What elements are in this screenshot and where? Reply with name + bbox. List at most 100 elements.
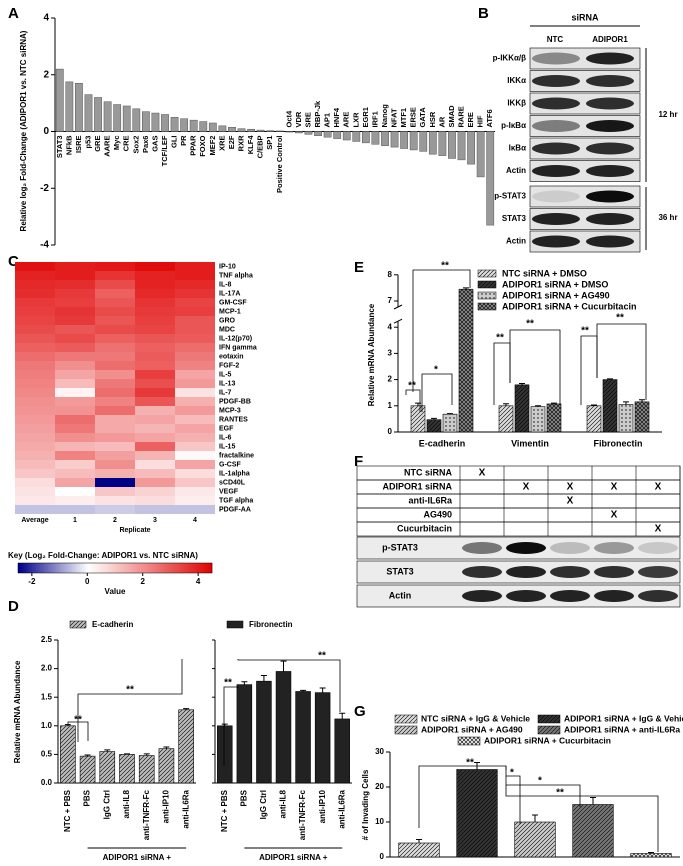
key-frame bbox=[17, 562, 213, 574]
heat-cell bbox=[55, 325, 95, 334]
axis-break bbox=[393, 304, 403, 324]
label: Actin bbox=[389, 590, 412, 600]
error-bar bbox=[221, 723, 228, 726]
label: ADIPOR1 siRNA + IgG & Vehicle bbox=[564, 713, 683, 723]
label: RXR bbox=[237, 135, 246, 151]
heat-cell bbox=[15, 316, 55, 325]
blot-band bbox=[586, 120, 634, 132]
bar bbox=[113, 104, 122, 132]
label: AARE bbox=[103, 136, 112, 157]
bar bbox=[634, 401, 650, 433]
key-swatch bbox=[60, 563, 63, 573]
label: IL-13 bbox=[219, 380, 235, 387]
blot-band bbox=[550, 542, 590, 554]
heat-cell bbox=[95, 397, 135, 406]
heat-cell bbox=[175, 433, 215, 442]
key-swatch bbox=[104, 563, 107, 573]
label: IKKβ bbox=[507, 99, 526, 108]
label: ADIPOR1 siRNA + DMSO bbox=[502, 279, 608, 289]
heat-cell bbox=[175, 505, 215, 514]
label: IL-6 bbox=[219, 434, 232, 441]
legend-swatch bbox=[477, 302, 497, 311]
label: Nanog bbox=[380, 104, 389, 128]
key-swatch bbox=[138, 563, 141, 573]
heat-cell bbox=[55, 451, 95, 460]
legend-swatch bbox=[226, 620, 244, 629]
label: -4 bbox=[40, 240, 49, 251]
bar bbox=[189, 119, 198, 132]
bar bbox=[333, 131, 342, 139]
heat-cell bbox=[95, 451, 135, 460]
key-swatch bbox=[164, 563, 167, 573]
blot-band bbox=[462, 566, 502, 578]
label: GATA bbox=[418, 107, 427, 128]
label: 30 bbox=[375, 747, 384, 756]
blot-band bbox=[532, 213, 580, 225]
bar bbox=[314, 692, 331, 784]
key-swatch bbox=[84, 563, 87, 573]
key-swatch bbox=[130, 563, 133, 573]
bar bbox=[514, 821, 556, 858]
key-swatch bbox=[126, 563, 129, 573]
label: IgG Ctrl bbox=[102, 790, 111, 819]
label: ** bbox=[496, 333, 504, 344]
label: EGF bbox=[219, 425, 234, 432]
bar bbox=[486, 131, 495, 226]
legend-swatch bbox=[477, 291, 497, 300]
label: Average bbox=[21, 517, 48, 524]
label: IKKα bbox=[507, 76, 526, 85]
label: ADIPOR1 siRNA + AG490 bbox=[502, 290, 610, 300]
label: anti-IL6Ra bbox=[337, 789, 346, 828]
heat-cell bbox=[55, 505, 95, 514]
label: p-STAT3 bbox=[382, 542, 418, 552]
heat-cell bbox=[15, 370, 55, 379]
error-bar bbox=[519, 383, 525, 385]
label: NTC + PBS bbox=[220, 789, 229, 832]
blot-band bbox=[586, 142, 634, 155]
label: AP1 bbox=[323, 113, 332, 128]
label: 2.0 bbox=[41, 664, 53, 673]
key-swatch bbox=[72, 563, 75, 573]
blot-band bbox=[532, 120, 580, 132]
legend-swatch bbox=[477, 269, 497, 278]
key-swatch bbox=[56, 563, 59, 573]
label: RANTES bbox=[219, 416, 248, 423]
label: 8 bbox=[388, 270, 393, 279]
label: 1.0 bbox=[41, 721, 53, 730]
label: VDR bbox=[294, 111, 303, 127]
bar bbox=[457, 131, 466, 161]
label: Relative log₂ Fold-Change (ADIPOR1 vs. N… bbox=[19, 30, 28, 231]
heat-cell bbox=[175, 289, 215, 298]
heat-cell bbox=[175, 280, 215, 289]
key-swatch bbox=[158, 563, 161, 573]
key-swatch bbox=[192, 563, 195, 573]
label: anti-TNFR-Fc bbox=[298, 789, 307, 840]
label: IRF1 bbox=[370, 111, 379, 127]
label: ** bbox=[408, 381, 416, 392]
label: ** bbox=[224, 678, 232, 689]
heat-cell bbox=[95, 316, 135, 325]
heat-cell bbox=[135, 406, 175, 415]
label: NTC bbox=[547, 35, 564, 44]
label: ** bbox=[441, 261, 449, 272]
label: sCD40L bbox=[219, 479, 246, 486]
label: 0 bbox=[43, 126, 49, 137]
legend-swatch bbox=[69, 620, 87, 629]
heat-cell bbox=[175, 316, 215, 325]
blot-band bbox=[594, 542, 634, 554]
heat-cell bbox=[95, 505, 135, 514]
error-bar bbox=[260, 674, 267, 682]
label: SMAD bbox=[447, 105, 456, 128]
key-swatch bbox=[198, 563, 201, 573]
heat-cell bbox=[55, 424, 95, 433]
error-bar bbox=[447, 413, 453, 415]
heat-cell bbox=[135, 433, 175, 442]
label: TGF alpha bbox=[219, 497, 253, 504]
label: C bbox=[8, 253, 19, 270]
error-bar bbox=[503, 403, 509, 406]
label: p-IKKα/β bbox=[493, 54, 526, 63]
key-swatch bbox=[54, 563, 57, 573]
blot-band bbox=[550, 566, 590, 578]
heat-cell bbox=[135, 307, 175, 316]
label: EGR1 bbox=[361, 107, 370, 127]
